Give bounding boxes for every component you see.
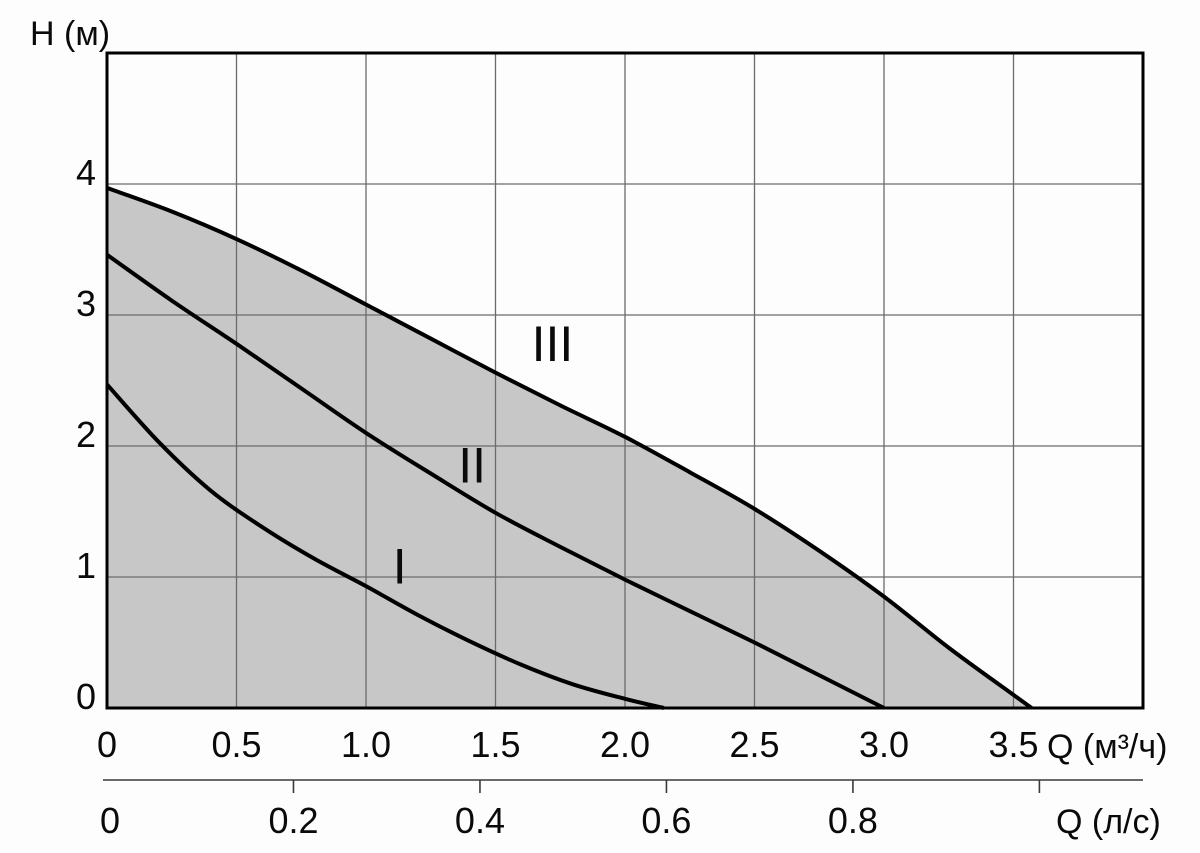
x-tick-label: 0.5 — [211, 724, 261, 765]
y-tick-label: 0 — [76, 676, 96, 717]
curve-label-III: III — [532, 316, 574, 372]
curve-III — [106, 186, 1033, 710]
y-tick-label: 4 — [76, 152, 96, 193]
operating-range-fill — [107, 187, 1032, 708]
y-tick-label: 1 — [76, 545, 96, 586]
x-tick-label: 3.5 — [988, 724, 1038, 765]
curve-I — [105, 383, 665, 710]
y-tick-label: 2 — [76, 414, 96, 455]
x2-tick-label: 0.2 — [268, 800, 318, 841]
curve-label-II: II — [458, 438, 486, 494]
x-tick-label: 0 — [97, 724, 117, 765]
x2-tick-label: 0.6 — [641, 800, 691, 841]
x-tick-label: 1.0 — [341, 724, 391, 765]
x-tick-label: 2.5 — [729, 724, 779, 765]
x2-tick-label: 0.4 — [455, 800, 505, 841]
x2-tick-label: 0 — [100, 800, 120, 841]
x-tick-label: 2.0 — [600, 724, 650, 765]
curve-II — [105, 253, 885, 710]
y-axis-title: H (м) — [30, 15, 111, 53]
curve-label-I: I — [393, 539, 407, 595]
x-axis-primary-title: Q (м³/ч) — [1047, 728, 1168, 766]
plot-frame — [105, 51, 1145, 710]
y-tick-label: 3 — [76, 283, 96, 324]
x2-tick-label: 0.8 — [828, 800, 878, 841]
x-axis-secondary-title: Q (л/с) — [1056, 803, 1161, 841]
x-tick-label: 1.5 — [470, 724, 520, 765]
x-tick-label: 3.0 — [859, 724, 909, 765]
